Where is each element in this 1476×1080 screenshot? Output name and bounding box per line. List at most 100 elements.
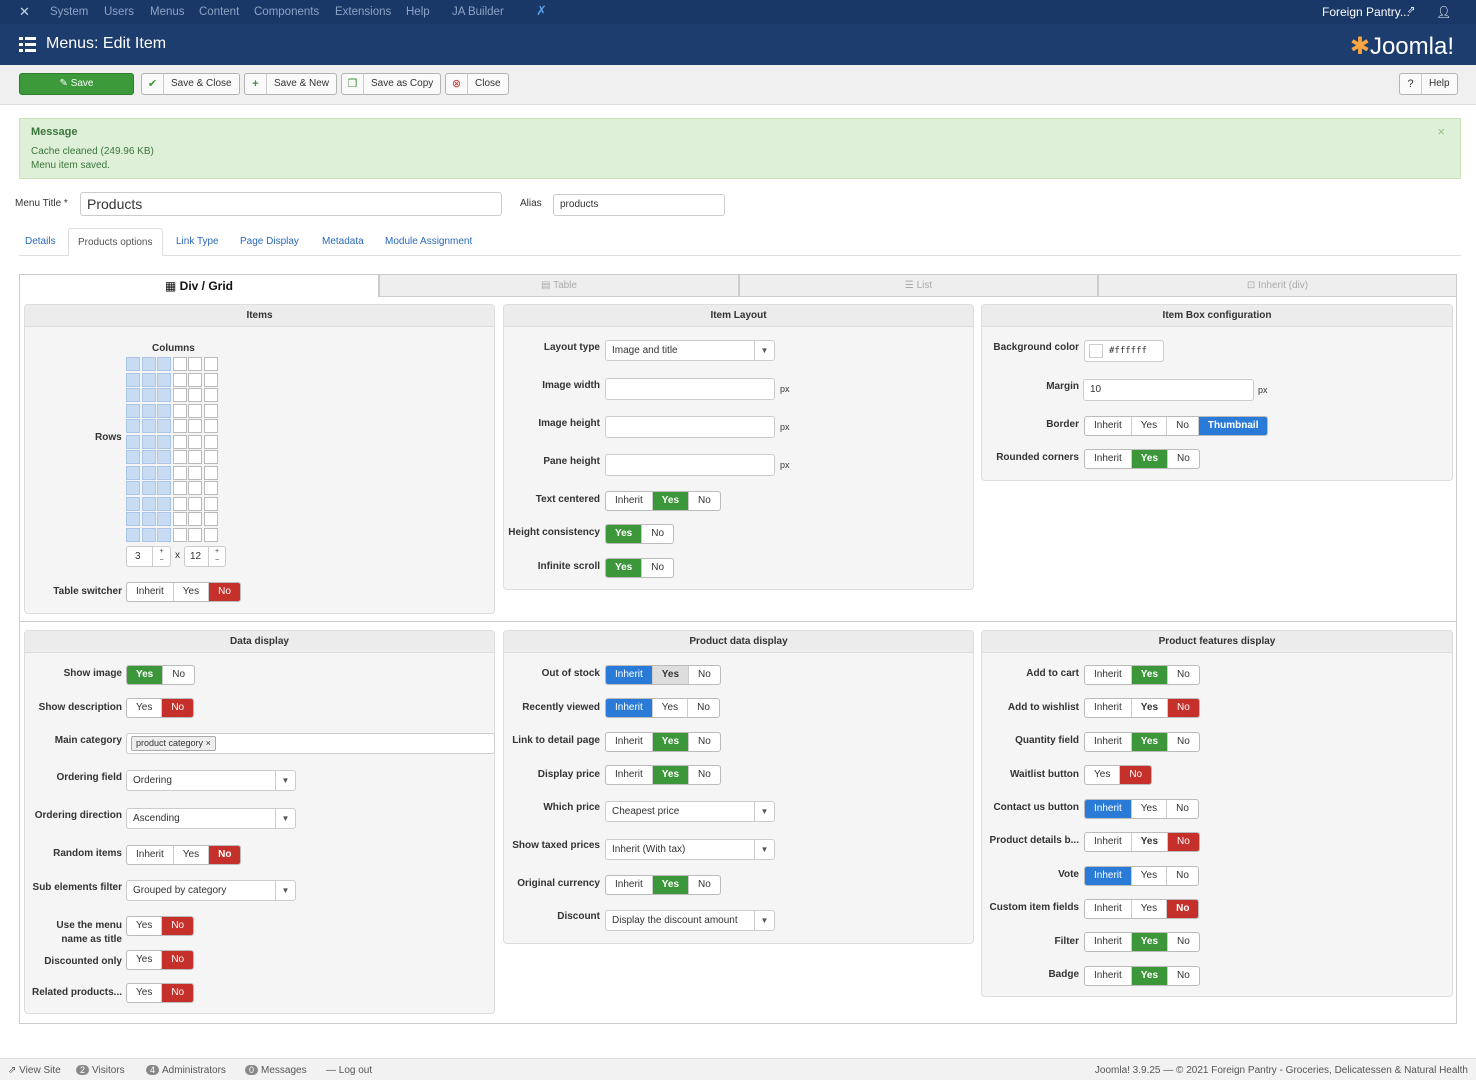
grid-cell[interactable]: [188, 388, 202, 402]
grid-cell[interactable]: [188, 403, 202, 418]
grid-cell[interactable]: [188, 527, 202, 542]
grid-cell[interactable]: [203, 512, 218, 526]
discount-select[interactable]: Display the discount amount ▼: [605, 910, 775, 931]
stepper-arrows-icon[interactable]: + −: [208, 547, 225, 566]
grid-cell[interactable]: [126, 372, 140, 387]
grid-cell[interactable]: [203, 434, 218, 449]
ordering-direction-select[interactable]: Ascending ▼: [126, 808, 296, 829]
grid-cell[interactable]: [172, 372, 187, 387]
table-switcher-toggle[interactable]: Inherit Yes No: [126, 582, 241, 602]
add-to-cart-toggle[interactable]: Inherit Yes No: [1084, 665, 1200, 685]
category-tag[interactable]: product category ×: [131, 736, 216, 751]
image-width-input[interactable]: [605, 378, 775, 400]
image-height-input[interactable]: [605, 416, 775, 438]
stepper-arrows-icon[interactable]: + −: [152, 547, 170, 566]
recently-viewed-toggle[interactable]: Inherit Yes No: [605, 698, 720, 718]
grid-cell[interactable]: [141, 357, 156, 371]
grid-cell[interactable]: [141, 465, 156, 480]
save-button[interactable]: ✎ Save: [19, 73, 134, 95]
grid-cell[interactable]: [126, 403, 140, 418]
grid-cell[interactable]: [172, 465, 187, 480]
grid-cell[interactable]: [157, 512, 171, 526]
menu-title-input[interactable]: Products: [80, 192, 502, 216]
grid-cell[interactable]: [126, 434, 140, 449]
grid-cell[interactable]: [126, 357, 140, 371]
grid-cell[interactable]: [126, 512, 140, 526]
grid-cell[interactable]: [172, 527, 187, 542]
grid-cell[interactable]: [157, 388, 171, 402]
grid-cell[interactable]: [141, 496, 156, 511]
grid-cell[interactable]: [203, 481, 218, 495]
view-tab-div-grid[interactable]: ▦ Div / Grid: [19, 274, 379, 297]
tab-module-assignment[interactable]: Module Assignment: [385, 236, 473, 247]
nav-system[interactable]: System: [50, 6, 89, 18]
link-detail-toggle[interactable]: Inherit Yes No: [605, 732, 721, 752]
tab-page-display[interactable]: Page Display: [240, 236, 299, 247]
grid-cell[interactable]: [141, 481, 156, 495]
badge-toggle[interactable]: Inherit Yes No: [1084, 966, 1200, 986]
nav-content[interactable]: Content: [199, 6, 240, 18]
color-swatch[interactable]: [1089, 344, 1103, 358]
grid-cell[interactable]: [126, 496, 140, 511]
grid-cell[interactable]: [172, 434, 187, 449]
show-image-toggle[interactable]: Yes No: [126, 665, 196, 685]
nav-ja-builder[interactable]: JA Builder: [452, 6, 504, 18]
logout-link[interactable]: — Log out: [326, 1065, 373, 1076]
view-tab-list[interactable]: ☰ List: [739, 274, 1098, 297]
grid-cell[interactable]: [172, 403, 187, 418]
grid-cell[interactable]: [188, 450, 202, 464]
grid-cell[interactable]: [141, 388, 156, 402]
messages-status[interactable]: 0 Messages: [245, 1065, 307, 1076]
ja-icon[interactable]: ✗: [536, 3, 547, 18]
grid-cell[interactable]: [172, 419, 187, 433]
save-new-button[interactable]: + Save & New: [244, 73, 338, 95]
close-icon[interactable]: ×: [1437, 124, 1445, 139]
grid-cell[interactable]: [126, 465, 140, 480]
discounted-only-toggle[interactable]: Yes No: [126, 950, 195, 970]
grid-cell[interactable]: [188, 419, 202, 433]
contact-us-toggle[interactable]: Inherit Yes No: [1084, 799, 1199, 819]
display-price-toggle[interactable]: Inherit Yes No: [605, 765, 721, 785]
grid-cell[interactable]: [203, 465, 218, 480]
administrators-status[interactable]: 4 Administrators: [146, 1065, 226, 1076]
grid-cell[interactable]: [126, 419, 140, 433]
grid-cell[interactable]: [188, 481, 202, 495]
related-products-toggle[interactable]: Yes No: [126, 983, 195, 1003]
rounded-corners-toggle[interactable]: Inherit Yes No: [1084, 449, 1200, 469]
text-centered-toggle[interactable]: Inherit Yes No: [605, 491, 721, 511]
alias-input[interactable]: products: [553, 194, 725, 216]
nav-extensions[interactable]: Extensions: [335, 6, 392, 18]
grid-cell[interactable]: [188, 434, 202, 449]
waitlist-button-toggle[interactable]: Yes No: [1084, 765, 1153, 785]
site-link[interactable]: Foreign Pantry...: [1322, 5, 1410, 19]
grid-cell[interactable]: [203, 419, 218, 433]
border-toggle[interactable]: Inherit Yes No Thumbnail: [1084, 416, 1269, 436]
margin-input[interactable]: 10: [1083, 379, 1254, 401]
user-icon[interactable]: 👤︎: [1436, 5, 1452, 19]
close-button[interactable]: ⊗ Close: [445, 73, 509, 95]
visitors-status[interactable]: 2 Visitors: [76, 1065, 125, 1076]
vote-toggle[interactable]: Inherit Yes No: [1084, 866, 1199, 886]
sub-elements-select[interactable]: Grouped by category ▼: [126, 880, 296, 901]
grid-cell[interactable]: [203, 527, 218, 542]
ordering-field-select[interactable]: Ordering ▼: [126, 770, 296, 791]
nav-menus[interactable]: Menus: [150, 6, 185, 18]
grid-cell[interactable]: [141, 403, 156, 418]
grid-cell[interactable]: [203, 496, 218, 511]
quantity-field-toggle[interactable]: Inherit Yes No: [1084, 732, 1200, 752]
view-tab-inherit[interactable]: ⊡ Inherit (div): [1098, 274, 1457, 297]
tab-link-type[interactable]: Link Type: [176, 236, 219, 247]
layout-type-select[interactable]: Image and title ▼: [605, 340, 775, 361]
nav-users[interactable]: Users: [104, 6, 135, 18]
tab-details[interactable]: Details: [25, 236, 56, 247]
help-button[interactable]: ? Help: [1399, 73, 1458, 95]
infinite-scroll-toggle[interactable]: Yes No: [605, 558, 675, 578]
main-category-input[interactable]: product category ×: [126, 733, 495, 754]
grid-cell[interactable]: [126, 481, 140, 495]
grid-cell[interactable]: [157, 403, 171, 418]
grid-cell[interactable]: [157, 434, 171, 449]
out-of-stock-toggle[interactable]: Inherit Yes No: [605, 665, 721, 685]
grid-cell[interactable]: [203, 372, 218, 387]
filter-toggle[interactable]: Inherit Yes No: [1084, 932, 1200, 952]
grid-cell[interactable]: [141, 450, 156, 464]
